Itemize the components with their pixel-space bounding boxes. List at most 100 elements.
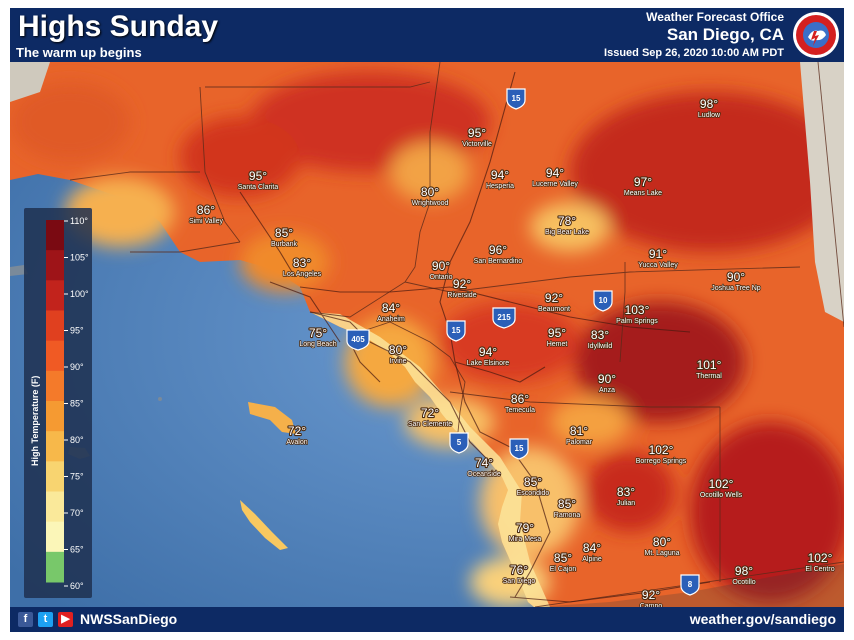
coast-relief <box>10 62 50 102</box>
city-marker: 81°Palomar <box>565 423 593 447</box>
city-name: El Centro <box>805 566 834 573</box>
city-temperature: 90° <box>598 372 616 386</box>
city-temperature: 95° <box>468 126 486 140</box>
city-marker: 95°Hemet <box>546 325 568 349</box>
i10-shield: 10 <box>593 290 613 312</box>
city-name: Irvine <box>389 358 406 365</box>
city-temperature: 85° <box>524 475 542 489</box>
legend-swatch <box>46 220 64 251</box>
city-temperature: 85° <box>554 551 572 565</box>
city-name: San Clemente <box>408 421 452 428</box>
city-temperature: 95° <box>249 169 267 183</box>
city-name: Oceanside <box>467 471 501 478</box>
city-temperature: 94° <box>491 168 509 182</box>
city-name: Palm Springs <box>616 318 658 325</box>
city-temperature: 91° <box>649 247 667 261</box>
city-name: Los Angeles <box>283 271 322 278</box>
city-name: Santa Clarita <box>238 184 279 191</box>
city-marker: 80°Irvine <box>388 342 409 366</box>
city-name: Palomar <box>566 439 593 446</box>
san-clemente-island <box>240 500 288 550</box>
legend-swatch <box>46 551 64 583</box>
city-name: Idyllwild <box>588 343 613 350</box>
i15-label: 15 <box>512 94 521 103</box>
social-handle[interactable]: NWSSanDiego <box>80 611 178 627</box>
page-title: Highs Sunday <box>18 10 219 43</box>
issued-time: Issued Sep 26, 2020 10:00 AM PDT <box>604 47 784 59</box>
legend: 110° 105° 100° 95° 90° 85° 80° 75° 70° 65° 60° Hig… <box>24 208 92 598</box>
twitter-icon[interactable]: t <box>38 612 53 627</box>
city-name: Thermal <box>696 373 722 380</box>
city-marker: 97°Means Lake <box>623 174 663 198</box>
city-temperature: 102° <box>649 443 674 457</box>
legend-tick-label: 110° <box>70 216 88 226</box>
county-lines <box>69 62 844 607</box>
office-line: Weather Forecast Office <box>646 10 784 24</box>
city-name: Campo <box>640 603 663 607</box>
city-marker: 91°Yucca Valley <box>637 246 679 270</box>
i15-shield-north: 15 <box>506 88 526 110</box>
city-marker: 103°Palm Springs <box>615 302 659 326</box>
city-name: Hesperia <box>486 183 514 190</box>
city-temperature: 102° <box>808 551 833 565</box>
i15-label: 15 <box>452 326 461 335</box>
city-marker: 86°Simi Valley <box>188 202 224 226</box>
facebook-icon[interactable]: f <box>18 612 33 627</box>
city-temperature: 72° <box>421 406 439 420</box>
city-temperature: 80° <box>421 185 439 199</box>
city-temperature: 92° <box>642 588 660 602</box>
city-temperature: 84° <box>583 541 601 555</box>
legend-tick-label: 75° <box>70 472 84 482</box>
city-name: Alpine <box>582 556 602 563</box>
city-marker: 85°El Cajon <box>549 550 577 574</box>
city-name: Borrego Springs <box>636 458 687 465</box>
office-location: San Diego, CA <box>666 25 784 44</box>
legend-swatch <box>46 461 64 492</box>
city-name: Mira Mesa <box>509 536 542 543</box>
legend-tick-label: 95° <box>70 326 84 336</box>
city-temperature: 80° <box>389 343 407 357</box>
city-temperature: 83° <box>617 485 635 499</box>
i10-label: 10 <box>599 296 608 305</box>
city-marker: 98°Ocotillo <box>732 563 757 587</box>
page-subtitle: The warm up begins <box>16 45 142 60</box>
i405-shield: 405 <box>346 329 370 351</box>
temperature-map: 15 215 10 405 5 15 <box>10 62 844 607</box>
city-temperature: 90° <box>432 259 450 273</box>
city-marker: 83°Idyllwild <box>587 327 613 351</box>
city-marker: 84°Anaheim <box>376 300 405 324</box>
legend-swatch <box>46 521 64 553</box>
website-link[interactable]: weather.gov/sandiego <box>689 611 836 627</box>
city-temperature: 80° <box>653 535 671 549</box>
i8-shield: 8 <box>680 574 700 596</box>
i15-shield-mid: 15 <box>446 320 466 342</box>
city-name: Big Bear Lake <box>545 229 589 236</box>
city-name: Lake Elsinore <box>467 360 510 367</box>
city-name: Means Lake <box>624 190 662 197</box>
city-name: Ramona <box>554 512 581 519</box>
city-temperature: 101° <box>697 358 722 372</box>
legend-tick-label: 100° <box>70 289 89 299</box>
city-name: Anza <box>599 387 615 394</box>
city-temperature: 86° <box>511 392 529 406</box>
city-temperature: 102° <box>709 477 734 491</box>
legend-swatch <box>46 370 64 402</box>
legend-tick-label: 105° <box>70 253 89 263</box>
city-marker: 102°Ocotillo Wells <box>699 476 743 500</box>
i5-shield: 5 <box>449 432 469 454</box>
nws-logo-icon <box>793 12 839 58</box>
legend-tick-label: 65° <box>70 545 84 555</box>
graphic-frame: Highs Sunday The warm up begins Weather … <box>10 8 844 632</box>
city-marker: 80°Wrightwood <box>411 184 450 208</box>
legend-swatch <box>46 310 64 342</box>
city-marker: 94°Lake Elsinore <box>466 344 510 368</box>
city-marker: 72°Avalon <box>286 423 309 447</box>
youtube-icon[interactable]: ▶ <box>58 612 73 627</box>
city-marker: 94°Hesperia <box>485 167 515 191</box>
city-marker: 85°Ramona <box>553 496 581 520</box>
city-marker: 94°Lucerne Valley <box>531 165 579 189</box>
city-name: Burbank <box>271 241 298 248</box>
arizona-relief <box>800 62 844 322</box>
city-name: Mt. Laguna <box>644 550 679 557</box>
city-name: Riverside <box>447 292 476 299</box>
